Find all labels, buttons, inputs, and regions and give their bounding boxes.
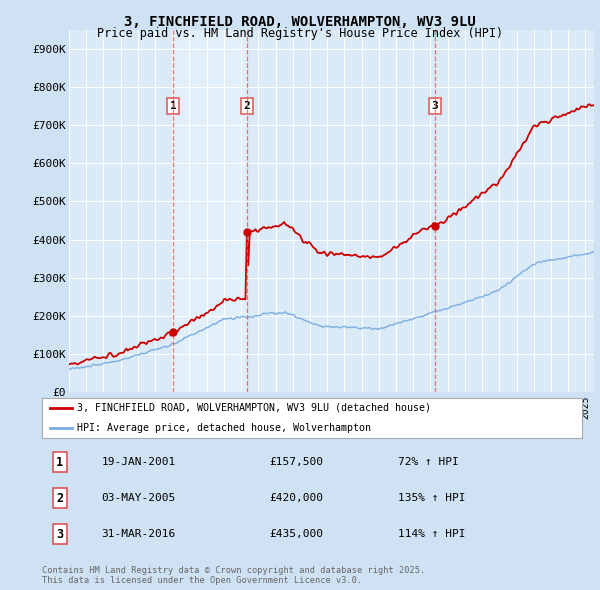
Text: 3, FINCHFIELD ROAD, WOLVERHAMPTON, WV3 9LU: 3, FINCHFIELD ROAD, WOLVERHAMPTON, WV3 9… (124, 15, 476, 29)
Text: 1: 1 (170, 101, 176, 111)
Text: Contains HM Land Registry data © Crown copyright and database right 2025.
This d: Contains HM Land Registry data © Crown c… (42, 566, 425, 585)
Text: 3, FINCHFIELD ROAD, WOLVERHAMPTON, WV3 9LU (detached house): 3, FINCHFIELD ROAD, WOLVERHAMPTON, WV3 9… (77, 403, 431, 412)
Text: 19-JAN-2001: 19-JAN-2001 (101, 457, 176, 467)
Text: 114% ↑ HPI: 114% ↑ HPI (398, 529, 466, 539)
Text: 3: 3 (56, 528, 64, 541)
Bar (173, 30, 247, 392)
Text: Price paid vs. HM Land Registry's House Price Index (HPI): Price paid vs. HM Land Registry's House … (97, 27, 503, 40)
Text: 3: 3 (431, 101, 438, 111)
Text: £420,000: £420,000 (269, 493, 323, 503)
Text: 31-MAR-2016: 31-MAR-2016 (101, 529, 176, 539)
Text: 1: 1 (56, 455, 64, 468)
Text: £435,000: £435,000 (269, 529, 323, 539)
Text: 03-MAY-2005: 03-MAY-2005 (101, 493, 176, 503)
Text: £157,500: £157,500 (269, 457, 323, 467)
Text: 2: 2 (244, 101, 250, 111)
Text: 135% ↑ HPI: 135% ↑ HPI (398, 493, 466, 503)
Text: 2: 2 (56, 491, 64, 505)
Text: 72% ↑ HPI: 72% ↑ HPI (398, 457, 459, 467)
Text: HPI: Average price, detached house, Wolverhampton: HPI: Average price, detached house, Wolv… (77, 423, 371, 432)
